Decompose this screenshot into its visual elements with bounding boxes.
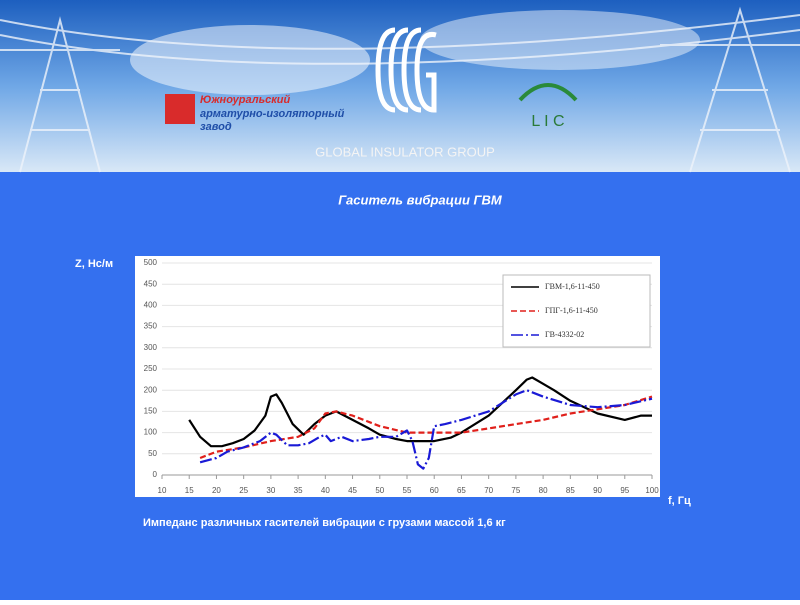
y-tick-label: 250	[144, 364, 158, 373]
y-axis-label: Z, Нс/м	[75, 258, 113, 270]
x-tick-label: 15	[185, 486, 194, 495]
x-tick-label: 95	[620, 486, 629, 495]
series-line	[188, 376, 652, 448]
y-tick-label: 400	[144, 301, 158, 310]
x-tick-label: 25	[239, 486, 248, 495]
y-tick-label: 500	[144, 258, 158, 267]
series-line	[199, 389, 653, 470]
x-tick-label: 45	[348, 486, 357, 495]
group-name: GLOBAL INSULATOR GROUP	[315, 144, 495, 159]
y-tick-label: 450	[144, 279, 158, 288]
x-tick-label: 50	[375, 486, 384, 495]
x-tick-label: 30	[266, 486, 275, 495]
x-tick-label: 85	[566, 486, 575, 495]
series-line	[199, 395, 653, 460]
ccg-logo	[375, 27, 437, 113]
y-tick-label: 0	[153, 470, 158, 479]
y-tick-label: 200	[144, 385, 158, 394]
y-tick-label: 350	[144, 322, 158, 331]
y-tick-label: 150	[144, 407, 158, 416]
x-tick-label: 60	[430, 486, 439, 495]
caption: Импеданс различных гасителей вибрации с …	[143, 517, 506, 529]
x-tick-label: 70	[484, 486, 493, 495]
x-tick-label: 80	[539, 486, 548, 495]
x-axis-label: f, Гц	[668, 495, 691, 507]
legend-label: ГВ-4332-02	[545, 330, 584, 339]
company-text: арматурно-изоляторный	[200, 108, 345, 120]
legend-label: ГПГ-1,6-11-450	[545, 306, 598, 315]
company-text: Южноуральский	[200, 94, 291, 106]
x-tick-label: 90	[593, 486, 602, 495]
cloud	[130, 25, 370, 95]
x-tick-label: 10	[158, 486, 167, 495]
banner-sky	[0, 0, 800, 172]
plant-logo	[165, 94, 195, 124]
x-tick-label: 100	[645, 486, 659, 495]
x-tick-label: 65	[457, 486, 466, 495]
lic-logo	[518, 83, 578, 102]
banner: Южноуральский арматурно-изоляторный заво…	[0, 0, 800, 173]
plot: 0 50 100 150 200 250 300 350 400 450 500 10 15 20 25 30…	[144, 258, 660, 495]
towers	[0, 6, 800, 173]
y-tick-label: 100	[144, 428, 158, 437]
x-tick-label: 55	[403, 486, 412, 495]
y-tick-label: 300	[144, 343, 158, 352]
x-tick-label: 20	[212, 486, 221, 495]
legend-label: ГВМ-1,6-11-450	[545, 282, 600, 291]
y-tick-label: 50	[148, 449, 157, 458]
lic-text: L I C	[531, 113, 564, 130]
company-text: завод	[200, 121, 232, 133]
x-tick-label: 40	[321, 486, 330, 495]
chart-title: Гаситель вибрации ГВМ	[338, 192, 503, 207]
x-tick-label: 35	[294, 486, 303, 495]
x-tick-label: 75	[511, 486, 520, 495]
